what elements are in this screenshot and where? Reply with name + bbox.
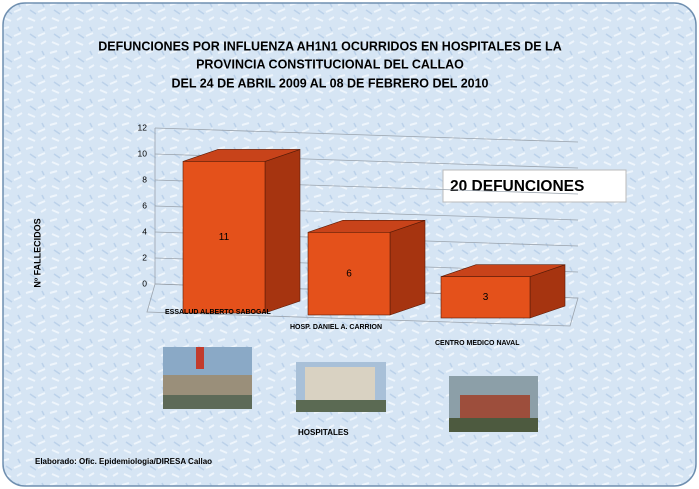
photo xyxy=(449,376,538,432)
grid-line xyxy=(154,127,579,143)
x-tick-label: CENTRO MEDICO NAVAL xyxy=(435,340,520,347)
data-label: 3 xyxy=(483,292,489,303)
y-tick-label: 12 xyxy=(138,122,148,132)
y-tick-label: 4 xyxy=(142,226,147,236)
x-tick-label: HOSP. DANIEL A. CARRION xyxy=(290,324,382,331)
y-tick-label: 10 xyxy=(138,148,148,158)
y-axis-label: Nº FALLECIDOS xyxy=(32,218,42,287)
floor xyxy=(146,283,579,327)
annotation-box xyxy=(442,169,627,203)
data-label: 6 xyxy=(346,268,352,279)
photo xyxy=(163,347,252,409)
data-label: 11 xyxy=(219,232,230,243)
annotation: 20 DEFUNCIONES xyxy=(450,178,584,195)
x-axis-label: HOSPITALES xyxy=(298,428,349,437)
bar-side xyxy=(389,219,426,316)
y-tick-label: 8 xyxy=(142,174,147,184)
photo xyxy=(296,362,386,412)
y-tick-label: 6 xyxy=(142,200,147,210)
source: Elaborado: Ofic. Epidemiologia/DIRESA Ca… xyxy=(35,457,212,466)
bar xyxy=(440,276,531,319)
y-tick-label: 0 xyxy=(142,278,147,288)
title-line: PROVINCIA CONSTITUCIONAL DEL CALLAO xyxy=(196,57,464,71)
title-line: DEFUNCIONES POR INFLUENZA AH1N1 OCURRIDO… xyxy=(98,39,561,53)
y-tick-label: 2 xyxy=(142,252,147,262)
x-tick-label: ESSALUD ALBERTO SABOGAL xyxy=(165,309,272,316)
bar xyxy=(307,232,391,316)
bar-side xyxy=(264,149,301,314)
bar xyxy=(182,161,266,314)
title-line: DEL 24 DE ABRIL 2009 AL 08 DE FEBRERO DE… xyxy=(171,76,488,90)
